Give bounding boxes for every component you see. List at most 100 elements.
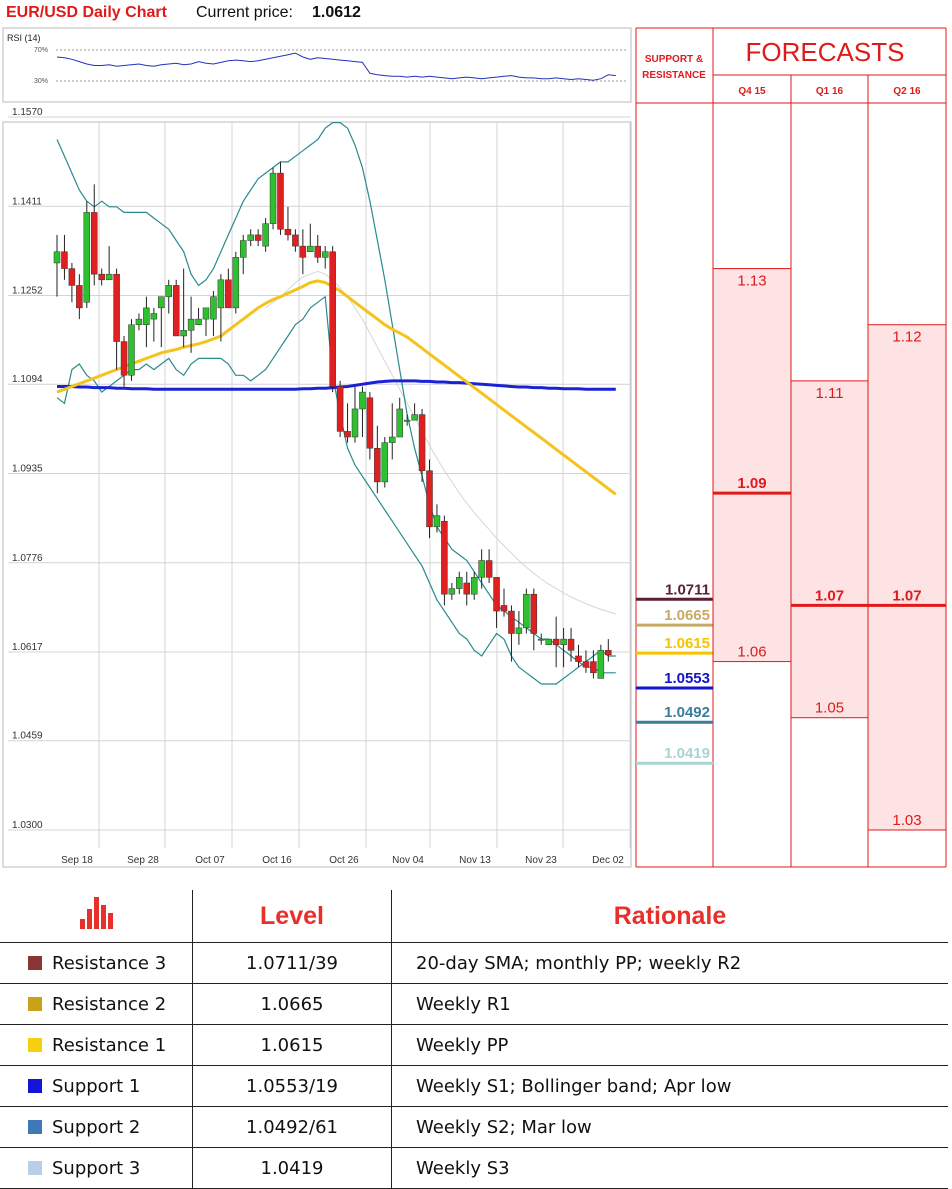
row-level: 1.0553/19 [192,1065,392,1107]
candle-body [575,655,582,662]
forecast-mid-label: 1.07 [815,587,844,604]
candle-body [180,330,187,337]
candle-body [381,442,389,483]
row-level: 1.0492/61 [192,1106,392,1148]
candle-body [135,318,143,325]
candle-body [374,447,381,483]
forecast-range-box [867,324,947,831]
y-tick-label: 1.0459 [12,731,43,742]
candle-body [523,593,530,629]
sma-grey-line [265,270,616,615]
row-color-swatch [28,955,42,970]
candle-body [158,296,165,309]
table-row: Support 3 1.0419 Weekly S3 [0,1147,948,1189]
y-tick-label: 1.0776 [12,553,43,564]
sr-title-1: SUPPORT & [645,54,703,65]
x-tick-label: Nov 04 [392,855,424,866]
x-tick-label: Sep 28 [127,855,159,866]
row-name: Resistance 2 [52,993,167,1015]
rsi-level-70: 70% [34,47,48,54]
x-tick-label: Oct 07 [195,855,225,866]
candle-body [217,279,225,309]
row-name: Resistance 1 [52,1034,167,1056]
row-rationale: Weekly S3 [391,1147,948,1189]
candle-body [590,661,597,674]
candle-body [418,414,426,471]
forecast-title: FORECASTS [746,37,905,67]
indicator-lines [56,121,617,685]
candle-body [433,515,441,528]
candle-body [202,307,210,320]
candle-body [247,234,254,241]
table-row: Resistance 1 1.0615 Weekly PP [0,1024,948,1066]
candle-body [187,318,195,331]
forecast-high-label: 1.13 [737,273,766,290]
candle-body [91,212,98,275]
row-name-cell: Resistance 1 [0,1024,193,1066]
candle-body [321,251,329,258]
row-name-cell: Resistance 3 [0,942,193,984]
candle-body [403,419,411,422]
table-row: Support 1 1.0553/19 Weekly S1; Bollinger b… [0,1065,948,1107]
x-tick-label: Nov 13 [459,855,491,866]
y-tick-labels: 1.1570 1.1411 1.1252 1.1094 1.0935 1.0776 1.06… [12,107,43,831]
candle-body [329,251,336,387]
candle-body [396,408,403,438]
candle-body [83,212,91,303]
sma-blue-line [57,379,616,391]
forecast-low-label: 1.03 [892,812,921,829]
y-tick-label: 1.0935 [12,464,43,475]
candle-body [500,605,508,612]
candle-body [530,593,538,634]
forecast-high-label: 1.11 [815,385,843,402]
rationale-header: Rationale [391,890,948,943]
sr-panel: SUPPORT & RESISTANCE 1.0711 1.0665 1.0615 1… [635,27,946,868]
candle-body [351,408,359,438]
candle-body [195,318,202,325]
candle-body [411,414,418,421]
forecast-high-label: 1.12 [892,329,921,346]
candle-body [68,268,76,286]
candle-body [545,638,552,645]
candle-body [582,661,590,668]
chart-area: EUR/USD Daily Chart Current price: 1.061… [2,4,947,868]
candle-body [359,391,366,410]
forecast-range-box [790,380,869,719]
candle-body [426,470,433,528]
candle-body [292,234,299,247]
candle-body [269,172,277,224]
x-tick-label: Nov 23 [525,855,557,866]
bar-chart-icon [80,896,113,929]
candle-body [210,296,217,320]
row-rationale: Weekly R1 [391,983,948,1025]
candle-body [262,223,269,247]
forecast-column-label: Q1 16 [816,86,844,97]
row-rationale: Weekly S1; Bollinger band; Apr low [391,1065,948,1107]
row-color-swatch [28,1119,42,1134]
y-tick-label: 1.1570 [12,107,43,118]
sr-title-2: RESISTANCE [642,70,706,81]
candle-body [493,577,500,612]
candle-body [344,431,351,438]
forecast-range-box [712,268,792,663]
sr-level-label: 1.0615 [664,635,710,652]
candle-body [172,285,180,337]
rsi-level-30: 30% [34,78,48,85]
sma-yellow-line [56,279,617,496]
candle-body [314,245,321,258]
forecast-mid-label: 1.07 [892,587,921,604]
row-level: 1.0419 [192,1147,392,1189]
level-header: Level [192,890,392,943]
x-tick-label: Oct 26 [329,855,359,866]
x-tick-labels: Sep 18 Sep 28 Oct 07 Oct 16 Oct 26 Nov 04 Nov … [61,855,624,866]
row-name-cell: Support 2 [0,1106,193,1148]
candle-body [232,257,240,309]
candle-body [143,307,150,325]
candle-body [284,229,292,236]
candle-body [76,285,83,309]
candle-body [299,245,307,258]
candle-body [567,638,575,651]
row-name-cell: Resistance 2 [0,983,193,1025]
x-tick-label: Sep 18 [61,855,93,866]
sr-level-label: 1.0711 [665,581,710,598]
